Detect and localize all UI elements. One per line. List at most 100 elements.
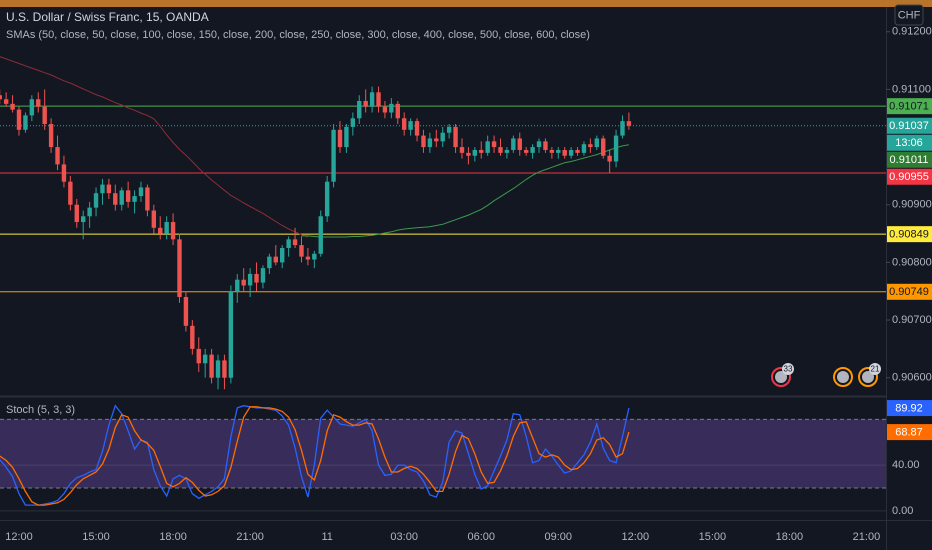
candle-body [446, 126, 452, 133]
candle-body [575, 149, 580, 153]
candle-body [145, 187, 150, 211]
candle-body [254, 273, 259, 283]
candle-body [402, 118, 407, 130]
candle-body [479, 149, 484, 153]
candle-body [511, 138, 516, 150]
candle-body [588, 144, 593, 148]
candle-body [594, 138, 599, 148]
candle-body [16, 109, 22, 130]
candle-body [106, 184, 112, 194]
candle-body [536, 141, 542, 148]
candle-body [318, 216, 323, 254]
flag-icon [775, 371, 787, 383]
event-badge [782, 363, 794, 375]
candle-body [382, 106, 388, 113]
x-tick-label: 03:00 [390, 531, 418, 543]
countdown-label: 13:06 [895, 137, 923, 149]
level-label-bg [887, 226, 932, 243]
candle-body [466, 152, 471, 156]
candle-body [523, 149, 529, 153]
stoch-line [0, 404, 630, 506]
stoch-value-label-bg [887, 424, 932, 441]
candle-body [125, 190, 131, 202]
currency-button[interactable] [894, 4, 924, 26]
candle-body [241, 279, 246, 286]
candle-body [0, 95, 2, 100]
candle-body [164, 222, 169, 234]
candle-body [363, 100, 368, 107]
candle-body [369, 92, 375, 107]
candle-body [389, 103, 394, 113]
currency-label[interactable]: CHF [898, 9, 921, 21]
candle-body [42, 106, 47, 125]
level-label: 0.91071 [889, 101, 929, 113]
event-badge [869, 363, 881, 375]
stoch-title: Stoch (5, 3, 3) [6, 404, 75, 416]
candle-body [29, 99, 35, 116]
x-tick-label: 18:00 [776, 531, 804, 543]
candle-body [337, 129, 343, 148]
candle-body [100, 184, 105, 194]
last-price-label: 0.91037 [889, 120, 929, 132]
candle-body [395, 103, 400, 119]
sma-line [0, 56, 309, 238]
candle-body [267, 256, 272, 269]
candle-body [286, 239, 291, 248]
level-label: 0.90849 [889, 229, 929, 241]
candle-body [427, 138, 433, 148]
bid-label-bg [887, 151, 932, 168]
candle-body [344, 126, 349, 148]
candle-body [491, 141, 497, 148]
candle-body [260, 268, 266, 283]
candle-body [376, 92, 381, 107]
y-tick-label: 0.91200 [892, 26, 932, 38]
candle-body [36, 99, 41, 107]
candle-body [440, 132, 445, 142]
candle-body [87, 207, 92, 217]
event-flags: 33 21 [771, 363, 881, 387]
candle-body [324, 181, 330, 217]
level-label-bg [887, 168, 932, 185]
level-label: 0.90749 [889, 286, 929, 298]
y-tick-label: 0.90700 [892, 314, 932, 326]
candle-body [119, 190, 124, 205]
candle-body [247, 273, 253, 286]
candle-body [177, 239, 182, 297]
candle-body [408, 121, 413, 130]
stoch-tick-label: 0.00 [892, 505, 913, 517]
candle-body [215, 360, 221, 378]
candle-body [601, 138, 606, 156]
candle-body [414, 121, 420, 136]
candle-body [196, 348, 201, 364]
candle-body [459, 147, 465, 153]
candle-body [434, 138, 439, 142]
candle-body [202, 354, 208, 364]
chart-title: U.S. Dollar / Swiss Franc, 15, OANDA [6, 10, 209, 24]
level-label-bg [887, 283, 932, 300]
y-tick-label: 0.90600 [892, 372, 932, 384]
candle-body [10, 103, 15, 110]
candle-body [543, 141, 548, 150]
x-tick-label: 09:00 [545, 531, 573, 543]
x-tick-label: 12:00 [622, 531, 650, 543]
candle-body [453, 126, 458, 148]
y-tick-label: 0.90800 [892, 256, 932, 268]
candle-body [235, 279, 240, 292]
top-strip [0, 0, 932, 7]
candle-body [74, 204, 79, 223]
candle-body [68, 181, 73, 205]
candle-body [292, 239, 298, 246]
candle-body [485, 141, 490, 153]
event-count: 33 [784, 365, 793, 374]
indicator-label: SMAs (50, close, 50, close, 100, close, … [6, 29, 590, 41]
candle-body [280, 247, 285, 263]
y-tick-label: 0.90900 [892, 199, 932, 211]
stoch-value-label: 68.87 [895, 427, 923, 439]
candle-body [472, 149, 478, 156]
candle-body [530, 147, 535, 153]
countdown-label-bg [887, 134, 932, 151]
candle-body [113, 193, 118, 205]
